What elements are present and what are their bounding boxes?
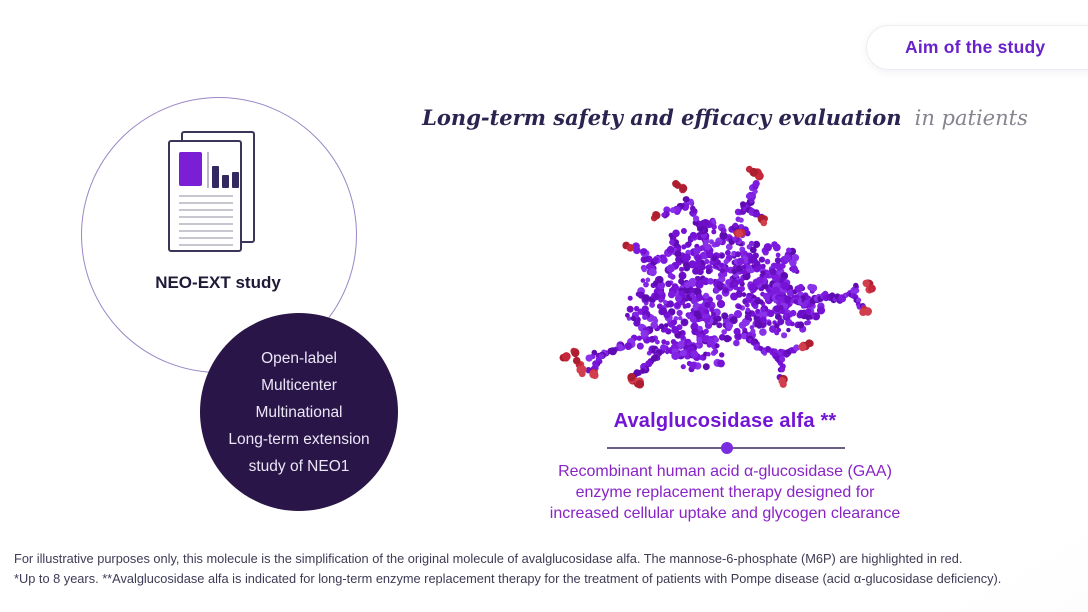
text-line xyxy=(179,202,233,204)
text-line xyxy=(179,237,233,239)
footnote-illustrative: For illustrative purposes only, this mol… xyxy=(14,551,963,566)
text-line xyxy=(179,216,233,218)
attribute-open-label: Open-label xyxy=(261,349,337,367)
headline: Long-term safety and efficacy evaluation… xyxy=(400,105,1050,130)
document-purple-block xyxy=(179,152,202,186)
divider-dot-icon xyxy=(721,442,733,454)
text-line xyxy=(179,244,233,246)
aim-of-study-badge: Aim of the study xyxy=(866,25,1088,70)
molecule-illustration xyxy=(550,158,900,420)
footnotes: For illustrative purposes only, this mol… xyxy=(14,549,1079,589)
headline-suffix: in patients xyxy=(914,106,1028,130)
aim-of-study-label: Aim of the study xyxy=(905,37,1046,57)
study-attributes-circle: Open-label Multicenter Multinational Lon… xyxy=(200,313,398,511)
document-front-page xyxy=(168,140,242,252)
text-line xyxy=(179,195,233,197)
text-line xyxy=(179,223,233,225)
attribute-multinational: Multinational xyxy=(255,403,343,421)
bar-1 xyxy=(212,166,219,188)
headline-emphasis: Long-term safety and efficacy evaluation xyxy=(422,105,902,130)
attribute-long-term-ext: Long-term extension study of NEO1 xyxy=(228,430,370,475)
bar-chart-axis xyxy=(207,152,209,188)
molecule-description-line: increased cellular uptake and glycogen c… xyxy=(549,505,901,522)
document-bar-chart-icon xyxy=(168,131,262,255)
neo-ext-study-label: NEO-EXT study xyxy=(155,273,281,292)
molecule-svg xyxy=(559,165,876,389)
footnote-indication: *Up to 8 years. **Avalglucosidase alfa i… xyxy=(14,571,1002,586)
molecule-description: Recombinant human acid α-glucosidase (GA… xyxy=(525,461,925,524)
text-line xyxy=(179,230,233,232)
attribute-multicenter: Multicenter xyxy=(261,376,337,394)
text-line xyxy=(179,209,233,211)
bar-2 xyxy=(222,175,229,188)
molecule-name: Avalglucosidase alfa ** xyxy=(613,410,837,432)
molecule-description-line: enzyme replacement therapy designed for xyxy=(575,484,875,501)
bar-3 xyxy=(232,172,239,188)
molecule-description-line: Recombinant human acid α-glucosidase (GA… xyxy=(558,463,892,480)
